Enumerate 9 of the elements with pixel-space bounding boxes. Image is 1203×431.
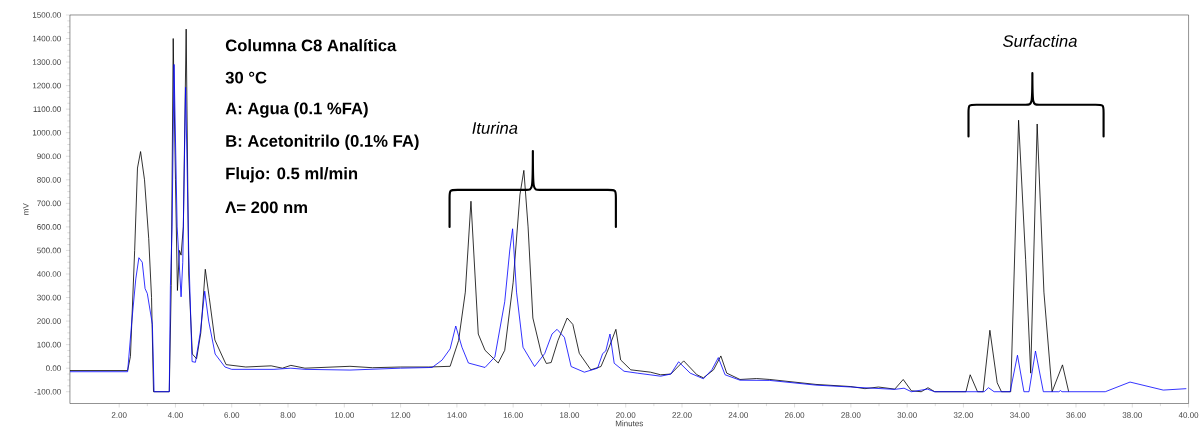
annotation: A: Agua (0.1 %FA) bbox=[225, 101, 368, 118]
annotation: Surfactina bbox=[1002, 34, 1077, 47]
annotation: B: Acetonitrilo (0.1% FA) bbox=[226, 134, 419, 150]
annotation: 30 °C bbox=[225, 71, 267, 84]
annotation: Iturina bbox=[472, 121, 518, 134]
annotation: Columna C8 Analítica bbox=[225, 38, 397, 52]
line-series bbox=[69, 63, 1187, 392]
annotation: Flujo: 0.5 ml/min bbox=[226, 166, 358, 183]
annotation: Λ= 200 nm bbox=[225, 201, 307, 214]
